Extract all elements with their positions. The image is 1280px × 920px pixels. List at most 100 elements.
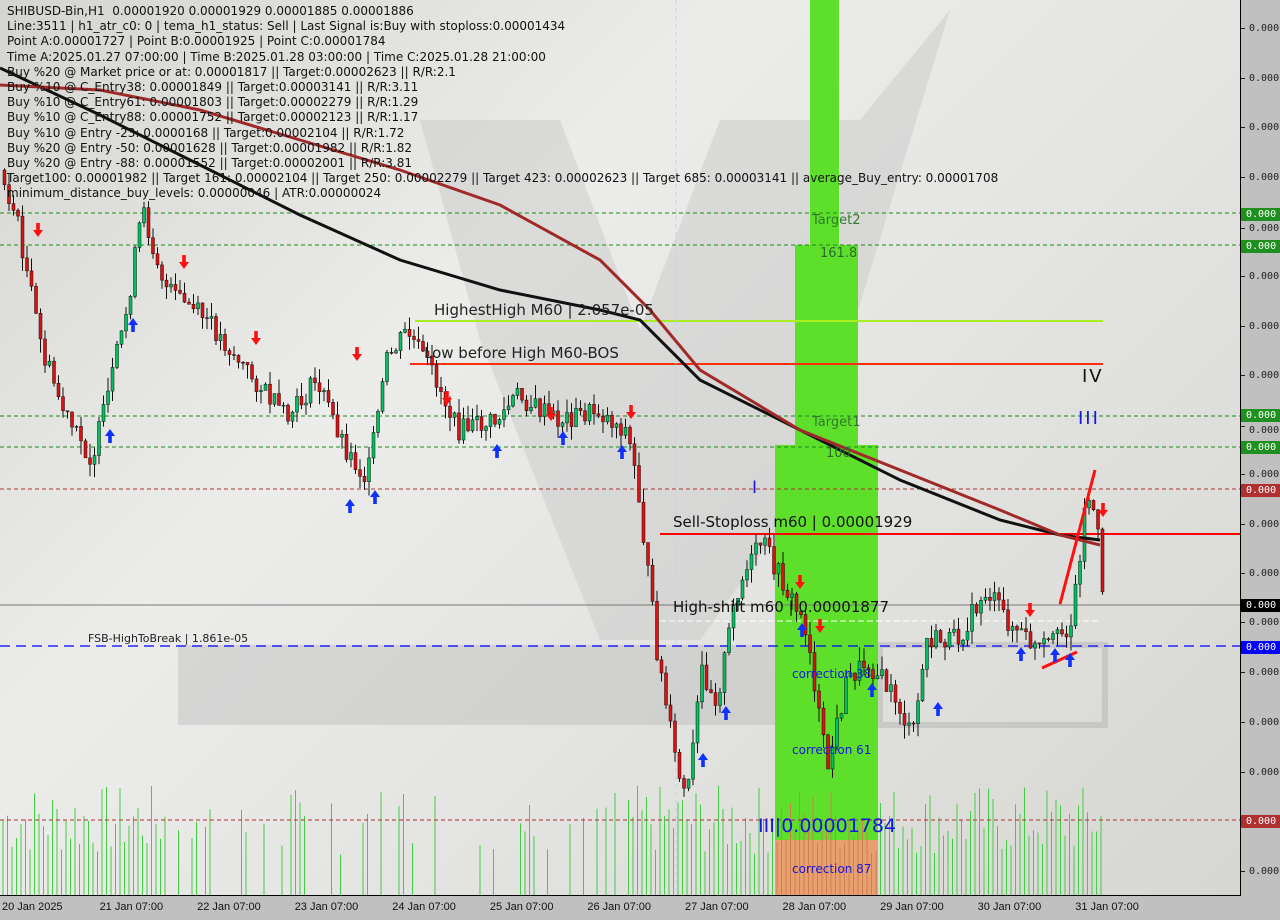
- price-tick: [1241, 474, 1245, 475]
- candle-body: [2, 169, 7, 185]
- candle-body: [232, 354, 236, 356]
- buy-arrow-icon: [867, 683, 877, 697]
- price-label: 0.000: [1241, 240, 1280, 253]
- candle-body: [1010, 626, 1015, 631]
- price-label: 0.000: [1241, 484, 1280, 497]
- price-tick: [1241, 722, 1245, 723]
- buy-arrow-icon: [1050, 648, 1060, 662]
- time-label: 20 Jan 2025: [2, 901, 63, 913]
- candle-body: [38, 313, 43, 340]
- price-label: 0.000: [1249, 568, 1280, 579]
- correction-38-label: correction 38: [792, 667, 872, 681]
- candle-body: [704, 664, 709, 690]
- fib-161-label: 161.8: [820, 246, 858, 261]
- candle-body: [970, 604, 974, 632]
- candle-body: [1060, 629, 1064, 635]
- candle-body: [556, 410, 560, 427]
- candle-body: [178, 290, 182, 294]
- candle-body: [979, 600, 983, 614]
- sell-arrow-icon: [546, 407, 556, 421]
- candle-body: [340, 434, 344, 438]
- candle-body: [943, 641, 947, 648]
- info-line: Point A:0.00001727 | Point B:0.00001925 …: [7, 34, 386, 49]
- candle-body: [128, 296, 133, 315]
- candle-body: [34, 286, 38, 314]
- candle-body: [448, 405, 452, 418]
- candle-body: [898, 702, 902, 714]
- buy-arrow-icon: [617, 445, 627, 459]
- price-label: 0.000: [1241, 641, 1280, 654]
- candle-body: [488, 413, 493, 427]
- time-label: 22 Jan 07:00: [197, 901, 261, 913]
- candle-body: [196, 302, 200, 310]
- info-line: Buy %20 @ Entry -88: 0.00001552 || Targe…: [7, 156, 413, 171]
- buy-arrow-icon: [128, 318, 138, 332]
- candle-body: [641, 501, 646, 543]
- candle-body: [25, 257, 29, 272]
- candle-body: [1033, 642, 1037, 649]
- candle-body: [893, 684, 898, 703]
- sell-stoploss-label: Sell-Stoploss m60 | 0.00001929: [673, 513, 913, 531]
- time-label: 31 Jan 07:00: [1075, 901, 1139, 913]
- sell-arrow-icon: [442, 391, 452, 405]
- candle-body: [974, 604, 979, 614]
- price-tick: [1241, 326, 1245, 327]
- candle-body: [74, 426, 79, 428]
- candle-body: [214, 316, 218, 341]
- candle-body: [434, 364, 439, 388]
- buy-arrow-icon: [1016, 647, 1026, 661]
- info-line: SHIBUSD-Bin,H1 0.00001920 0.00001929 0.0…: [7, 4, 414, 18]
- info-line: Time A:2025.01.27 07:00:00 | Time B:2025…: [7, 49, 546, 64]
- candle-body: [20, 215, 25, 259]
- candle-body: [470, 419, 475, 432]
- price-chart[interactable]: SHIBUSD-Bin,H1 0.00001920 0.00001929 0.0…: [0, 0, 1241, 896]
- price-label: 0.000: [1249, 667, 1280, 678]
- candle-body: [884, 669, 889, 692]
- candle-body: [385, 352, 389, 382]
- wave-iv-label: IV: [1082, 366, 1104, 387]
- candle-body: [187, 301, 191, 305]
- price-label: 0.000: [1241, 409, 1280, 422]
- price-axis[interactable]: 0.000 0.000 0.000 0.000 0.000 0.000 0.000 0.000…: [1241, 0, 1280, 895]
- candle-body: [767, 537, 772, 547]
- candle-body: [835, 717, 839, 748]
- candle-body: [911, 722, 916, 725]
- time-label: 26 Jan 07:00: [587, 901, 652, 913]
- ma-red-line: [0, 83, 1101, 547]
- candle-body: [745, 569, 749, 581]
- candle-body: [412, 336, 416, 340]
- candle-body: [497, 419, 502, 425]
- buy-arrow-icon: [698, 753, 708, 767]
- time-axis[interactable]: 20 Jan 2025 21 Jan 07:00 22 Jan 07:00 23 Ja…: [0, 896, 1240, 920]
- candle-body: [209, 316, 214, 319]
- candle-body: [785, 589, 790, 598]
- candle-body: [709, 689, 713, 693]
- candle-body: [610, 414, 614, 428]
- candle-body: [952, 628, 956, 633]
- sell-arrow-icon: [352, 347, 362, 361]
- price-tick: [1241, 772, 1245, 773]
- candle-body: [997, 592, 1001, 601]
- candle-body: [322, 390, 326, 393]
- candle-body: [619, 423, 623, 436]
- candle-body: [659, 659, 664, 674]
- candle-body: [920, 668, 925, 702]
- wave-iii-label: III: [1078, 408, 1100, 429]
- candle-body: [245, 362, 250, 366]
- candle-body: [628, 427, 632, 445]
- chart-canvas: [0, 0, 1240, 895]
- candle-body: [304, 402, 308, 406]
- candle-body: [106, 390, 110, 405]
- candle-body: [290, 411, 295, 422]
- candle-body: [722, 652, 727, 693]
- price-label: 0.000: [1249, 122, 1280, 133]
- candle-body: [1096, 509, 1100, 530]
- candle-body: [169, 284, 173, 288]
- candle-body: [718, 692, 722, 706]
- candle-body: [241, 361, 245, 364]
- candle-body: [965, 630, 970, 641]
- candle-body: [146, 207, 151, 239]
- candle-body: [1024, 628, 1028, 632]
- candle-body: [317, 382, 322, 393]
- high-shift-label: High-shift m60 | 0.00001877: [673, 598, 889, 616]
